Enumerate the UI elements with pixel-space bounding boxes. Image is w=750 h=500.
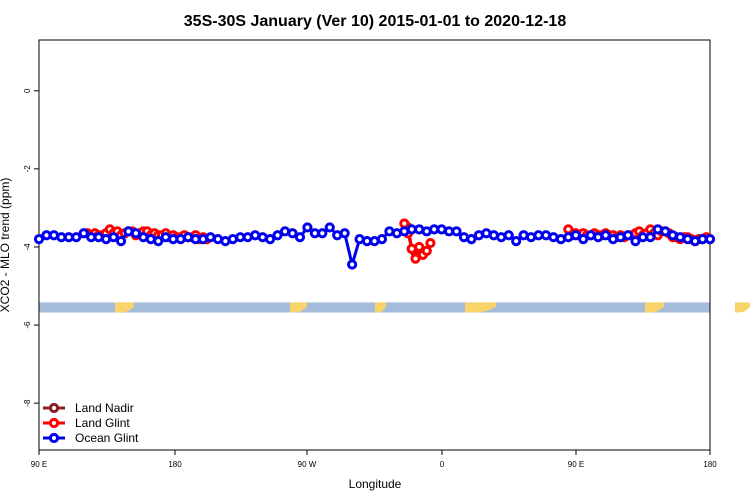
data-point-ocean-glint — [324, 222, 335, 233]
data-point-land-glint — [421, 245, 432, 256]
data-point-ocean-glint — [511, 235, 522, 247]
data-point-ocean-glint — [153, 235, 164, 247]
data-point-ocean-glint — [115, 235, 127, 247]
land-mass-3 — [465, 302, 496, 313]
x-axis-label: Longitude — [349, 477, 402, 491]
data-point-ocean-glint — [622, 230, 634, 241]
ocean-strip — [39, 302, 710, 313]
y-tick-label: -4 — [23, 243, 32, 251]
chart-title: 35S-30S January (Ver 10) 2015-01-01 to 2… — [184, 13, 567, 30]
x-tick-label: 0 — [440, 460, 445, 469]
x-tick-label: 180 — [703, 460, 717, 469]
x-tick-label: 90 E — [568, 460, 584, 469]
land-ocean-strip — [39, 302, 750, 313]
data-point-ocean-glint — [130, 228, 142, 239]
x-axis: 90 E 180 90 W 0 90 E 180 — [31, 450, 717, 469]
data-point-ocean-glint — [704, 234, 716, 245]
data-point-ocean-glint — [600, 230, 611, 241]
data-point-ocean-glint — [108, 232, 119, 243]
legend-item-ocean-glint: Ocean Glint — [43, 431, 139, 445]
data-point-land-glint — [410, 253, 421, 264]
land-mass-5 — [735, 302, 750, 313]
data-point-ocean-glint — [339, 228, 350, 239]
legend-item-land-glint: Land Glint — [43, 416, 130, 430]
legend-label: Land Nadir — [75, 401, 134, 415]
land-mass-0 — [115, 302, 134, 313]
x-tick-label: 90 E — [31, 460, 47, 469]
data-point-land-glint — [425, 237, 436, 249]
data-point-ocean-glint — [503, 230, 514, 241]
data-point-ocean-glint — [265, 234, 276, 245]
data-point-ocean-glint — [317, 228, 328, 239]
data-point-ocean-glint — [294, 232, 306, 243]
x-tick-label: 90 W — [298, 460, 317, 469]
legend-label: Land Glint — [75, 416, 130, 430]
data-point-ocean-glint — [78, 228, 89, 239]
data-point-ocean-glint — [570, 230, 581, 241]
land-mass-1 — [290, 302, 307, 313]
land-mass-4 — [645, 302, 664, 313]
y-tick-label: -6 — [23, 321, 32, 329]
data-point-ocean-glint — [645, 232, 656, 243]
legend-swatch-marker — [48, 432, 60, 444]
data-point-ocean-glint — [272, 230, 283, 241]
series-ocean-glint — [33, 222, 716, 271]
data-point-ocean-glint — [466, 234, 477, 245]
plot-area-frame — [38, 39, 711, 451]
y-tick-label: 0 — [23, 88, 32, 93]
y-tick-label: -2 — [23, 165, 32, 173]
data-point-ocean-glint — [71, 232, 82, 243]
data-point-ocean-glint — [347, 259, 358, 270]
data-point-land-glint — [414, 241, 425, 253]
data-point-ocean-glint — [287, 228, 298, 239]
legend-swatch-marker — [48, 417, 60, 429]
data-point-ocean-glint — [302, 222, 313, 233]
x-tick-label: 180 — [168, 460, 182, 469]
data-point-ocean-glint — [630, 235, 641, 247]
legend-label: Ocean Glint — [75, 431, 139, 445]
series-layer — [33, 218, 716, 271]
y-axis: 0 -2 -4 -6 -8 — [23, 88, 39, 407]
y-tick-label: -8 — [23, 399, 32, 407]
land-mass-2 — [375, 302, 386, 313]
legend-item-land-nadir: Land Nadir — [43, 401, 134, 415]
y-axis-label: XCO2 - MLO trend (ppm) — [0, 178, 12, 313]
data-point-ocean-glint — [376, 234, 388, 245]
data-point-ocean-glint — [451, 226, 462, 237]
data-point-ocean-glint — [660, 226, 671, 237]
legend-swatch-marker — [48, 402, 60, 414]
data-point-ocean-glint — [578, 234, 589, 245]
data-point-land-glint — [399, 218, 410, 229]
data-point-ocean-glint — [33, 234, 45, 245]
